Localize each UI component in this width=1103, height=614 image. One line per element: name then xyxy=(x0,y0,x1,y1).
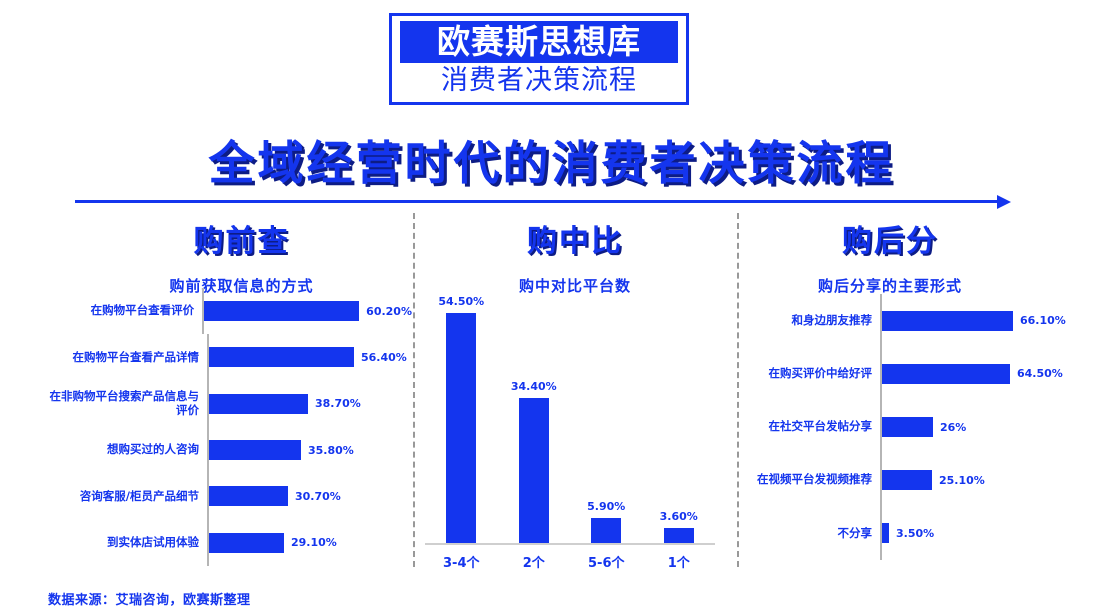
brand-badge-subtitle: 消费者决策流程 xyxy=(441,65,637,96)
bar-label: 在购物平台查看评价 xyxy=(90,303,195,318)
bar-cell: 54.50% xyxy=(425,295,497,543)
chart-title: 购中对比平台数 xyxy=(518,277,631,295)
bar-zone: 3.50% xyxy=(880,506,1069,561)
section-mid-purchase: 购中比 购中对比平台数 xyxy=(413,216,737,296)
bar-label: 想购买过的人咨询 xyxy=(107,442,199,457)
bar-row: 在非购物平台搜索产品信息与评价 38.70% xyxy=(40,380,412,427)
bar xyxy=(446,313,477,543)
page-title: 全域经营时代的消费者决策流程 xyxy=(208,136,895,190)
bar xyxy=(209,393,308,414)
category-label: 1个 xyxy=(667,556,690,571)
bar-zone: 60.20% xyxy=(202,288,412,335)
bar-row: 和身边朋友推荐 66.10% xyxy=(737,294,1069,348)
timeline-arrow-line xyxy=(75,200,1000,203)
bar-row: 在购物平台查看评价 60.20% xyxy=(40,288,412,335)
bar-cell: 3.60% xyxy=(643,510,715,543)
bar-value: 60.20% xyxy=(366,304,412,318)
bar-value: 56.40% xyxy=(361,350,407,364)
bar-zone: 38.70% xyxy=(207,380,412,427)
section-header: 购后分 xyxy=(842,224,938,259)
bar-label: 不分享 xyxy=(837,525,873,540)
bar-zone: 66.10% xyxy=(880,294,1069,348)
section-header: 购前查 xyxy=(193,224,290,259)
bar-zone: 26% xyxy=(880,400,1069,454)
bar-zone: 35.80% xyxy=(207,426,412,474)
bar xyxy=(882,310,1013,331)
bar-value: 38.70% xyxy=(315,397,361,411)
bar xyxy=(882,470,932,491)
bar-label: 在视频平台发视频推荐 xyxy=(757,472,872,487)
bar-row: 咨询客服/柜员产品细节 30.70% xyxy=(40,473,412,520)
bar-value: 54.50% xyxy=(438,295,485,308)
pre-purchase-bar-chart: 在购物平台查看评价 60.20% 在购物平台查看产品详情 56.40% 在非购物… xyxy=(40,288,412,566)
bar-value: 34.40% xyxy=(510,380,557,393)
section-header: 购中比 xyxy=(527,224,623,259)
bar-value: 66.10% xyxy=(1020,314,1066,328)
bar-zone: 64.50% xyxy=(880,347,1069,401)
bar-value: 5.90% xyxy=(587,500,626,513)
bar-row: 在社交平台发帖分享 26% xyxy=(737,400,1069,454)
data-source-note: 数据来源：艾瑞咨询，欧赛斯整理 xyxy=(48,593,251,608)
bar xyxy=(209,347,354,368)
bar-value: 3.50% xyxy=(896,526,935,540)
bar-label: 和身边朋友推荐 xyxy=(791,312,873,327)
bar-label: 在购买评价中给好评 xyxy=(768,365,873,380)
bar-row: 在视频平台发视频推荐 25.10% xyxy=(737,453,1069,507)
bar-label: 到实体店试用体验 xyxy=(107,534,199,549)
timeline-arrow-icon xyxy=(997,194,1011,209)
bar-row: 在购买评价中给好评 64.50% xyxy=(737,347,1069,401)
bar-zone: 25.10% xyxy=(880,453,1069,507)
bar xyxy=(209,440,301,461)
bar xyxy=(882,523,889,544)
bar xyxy=(209,486,288,507)
bar-label: 在社交平台发帖分享 xyxy=(768,419,873,434)
mid-purchase-bar-chart: 54.50% 34.40% 5.90% 3.60% xyxy=(425,290,715,545)
chart-title: 购后分享的主要形式 xyxy=(817,277,962,295)
bar-label: 在非购物平台搜索产品信息与评价 xyxy=(49,389,200,417)
bar-row: 到实体店试用体验 29.10% xyxy=(40,519,412,566)
bar-value: 64.50% xyxy=(1017,367,1063,381)
bar xyxy=(204,301,360,322)
bar-value: 25.10% xyxy=(939,473,985,487)
bar xyxy=(882,363,1010,384)
bar xyxy=(591,518,622,543)
section-divider xyxy=(413,213,415,567)
bar xyxy=(663,528,694,543)
bar-zone: 56.40% xyxy=(207,334,412,381)
bar-cell: 34.40% xyxy=(498,380,570,543)
section-post-purchase: 购后分 购后分享的主要形式 xyxy=(737,216,1043,296)
bar-value: 35.80% xyxy=(308,443,354,457)
bar-value: 29.10% xyxy=(291,536,337,550)
bar-cell: 5.90% xyxy=(570,500,642,543)
bar-zone: 30.70% xyxy=(207,473,412,520)
bar-value: 26% xyxy=(940,420,967,434)
bar-label: 在购物平台查看产品详情 xyxy=(72,349,200,364)
mid-chart-category-axis: 3-4个 2个 5-6个 1个 xyxy=(425,552,715,571)
section-divider xyxy=(737,213,739,567)
bar-value: 30.70% xyxy=(295,489,341,503)
bar-zone: 29.10% xyxy=(207,519,412,566)
bar-value: 3.60% xyxy=(659,510,698,523)
post-purchase-bar-chart: 和身边朋友推荐 66.10% 在购买评价中给好评 64.50% 在社交平台发帖分… xyxy=(737,294,1069,561)
brand-badge: 欧赛斯思想库 消费者决策流程 xyxy=(389,13,689,105)
brand-badge-title: 欧赛斯思想库 xyxy=(400,21,678,63)
bar-label: 咨询客服/柜员产品细节 xyxy=(79,488,199,503)
bar-row: 想购买过的人咨询 35.80% xyxy=(40,426,412,474)
bar-row: 在购物平台查看产品详情 56.40% xyxy=(40,334,412,381)
bar-row: 不分享 3.50% xyxy=(737,506,1069,561)
bar xyxy=(518,398,549,543)
category-label: 5-6个 xyxy=(588,556,625,571)
category-label: 2个 xyxy=(522,556,545,571)
bar xyxy=(209,532,284,553)
section-pre-purchase: 购前查 购前获取信息的方式 xyxy=(70,216,413,296)
category-label: 3-4个 xyxy=(443,556,480,571)
bar xyxy=(882,417,933,437)
chart-title: 购前获取信息的方式 xyxy=(169,277,314,295)
